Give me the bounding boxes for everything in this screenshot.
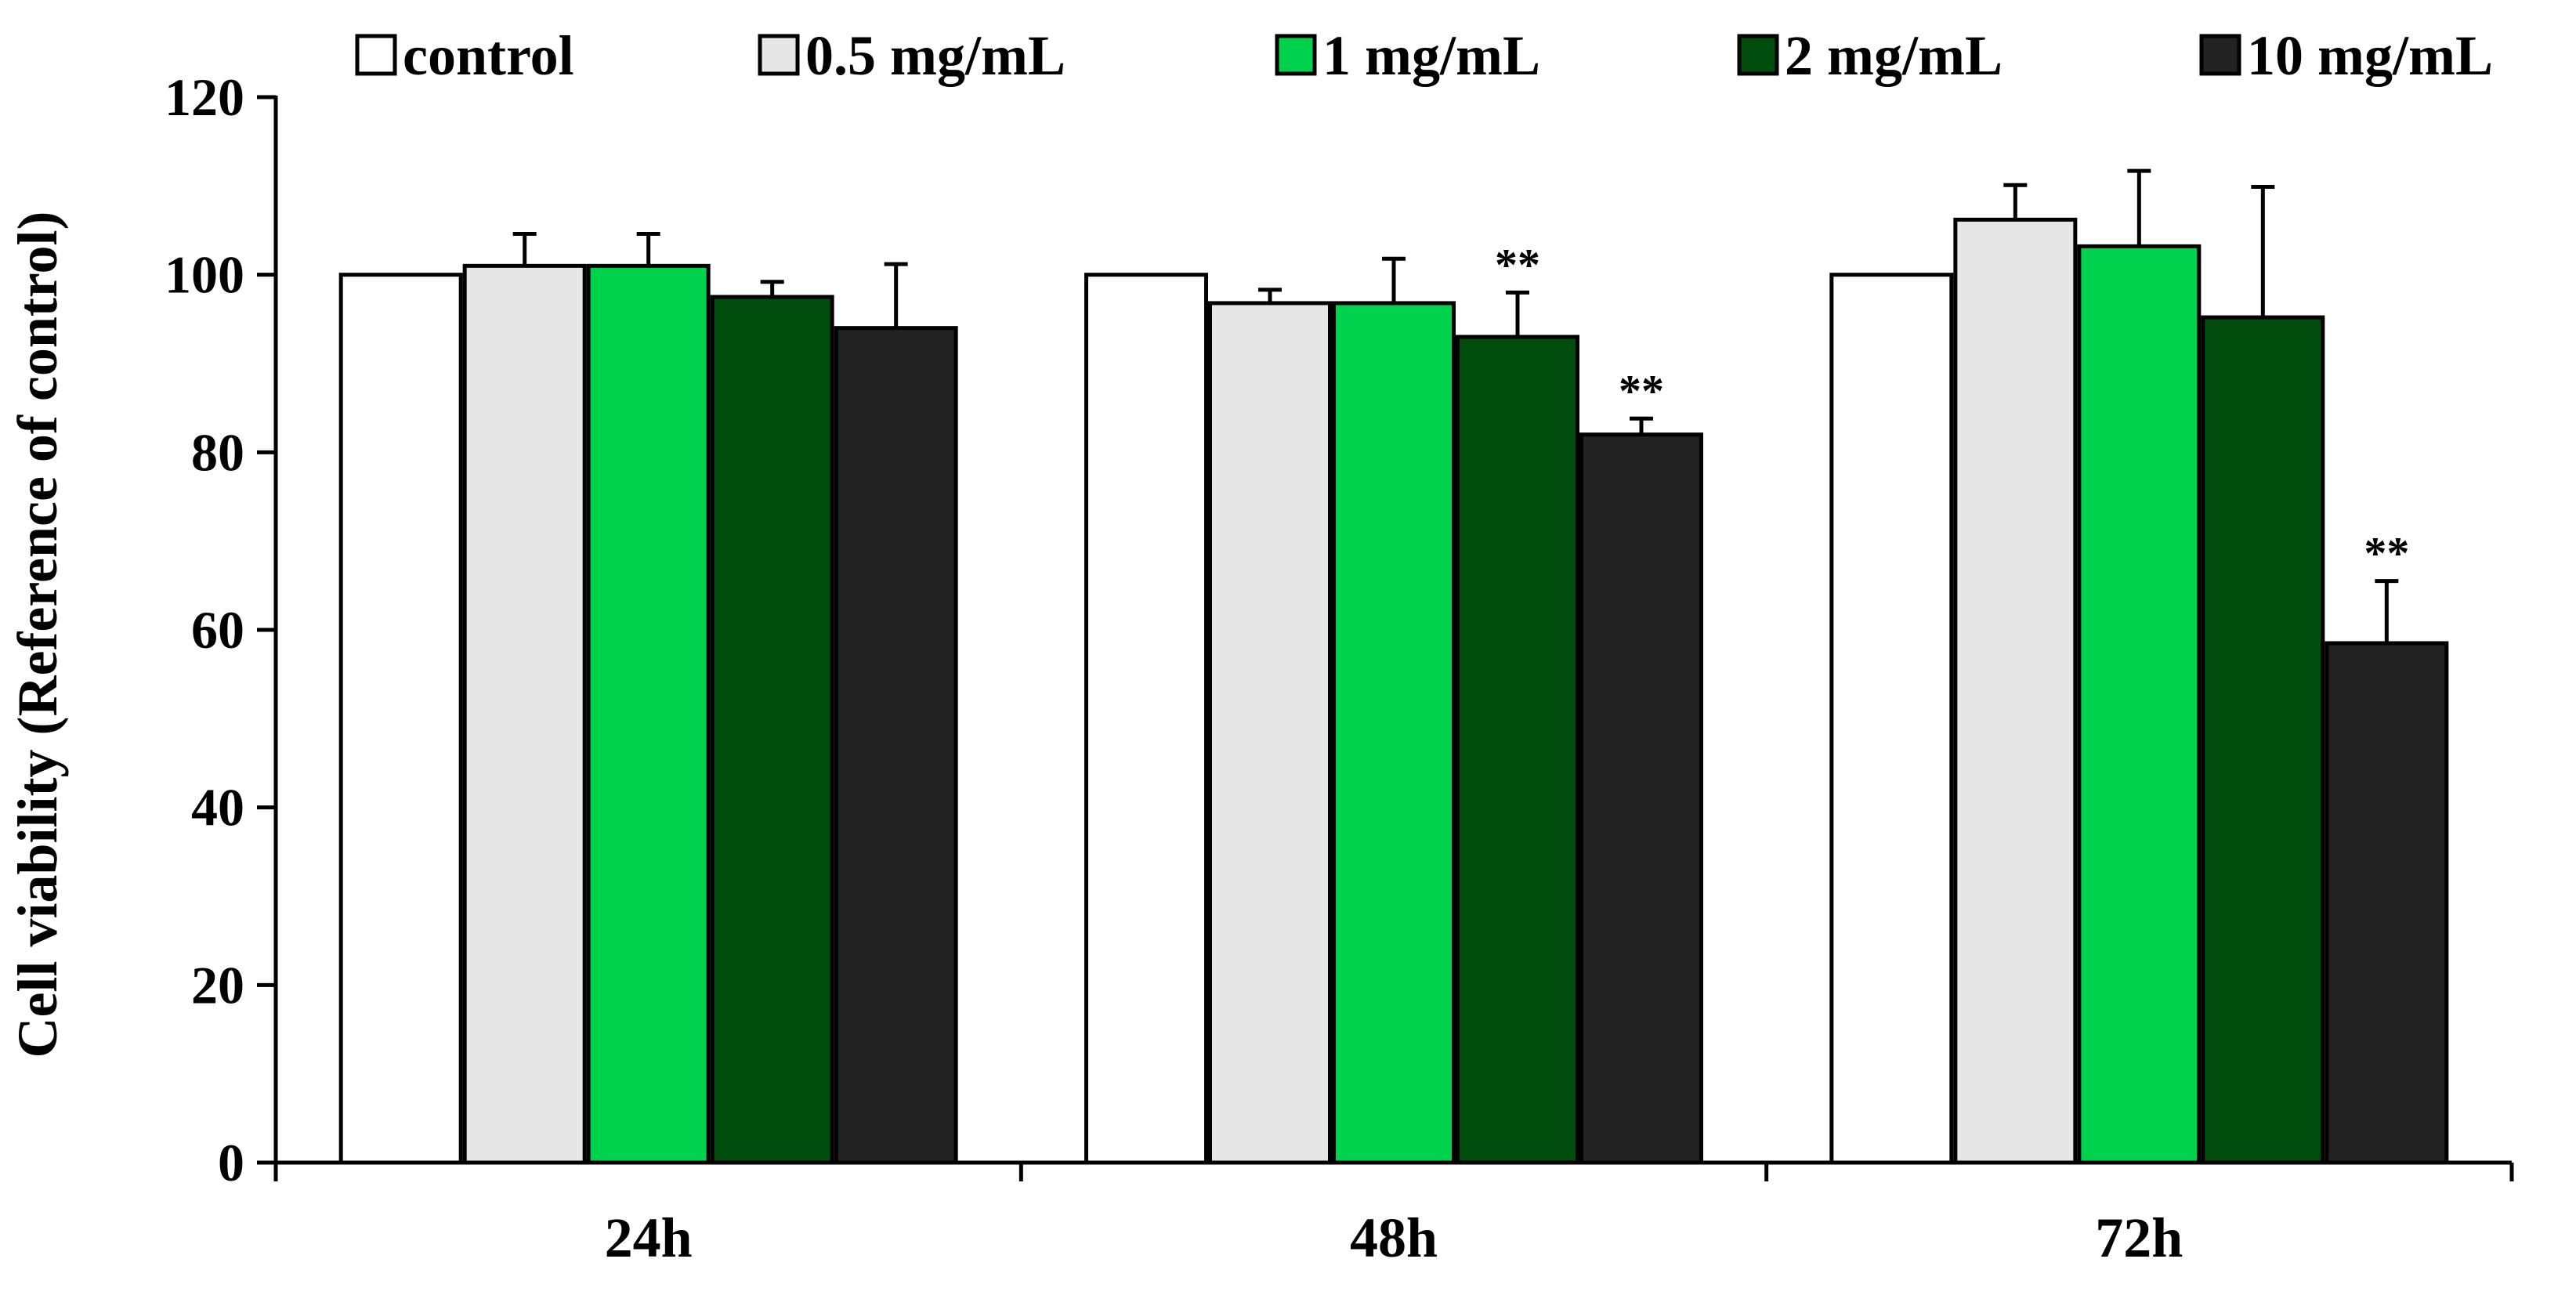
bar [1456,335,1579,1165]
bar [1332,301,1456,1165]
legend-label: 2 mg/mL [1785,24,2003,87]
legend-swatch [355,34,397,76]
bars: ** ** ** [338,168,2449,1165]
y-tick-label: 120 [165,67,244,127]
bar [710,295,834,1165]
bar [1208,301,1332,1165]
legend-swatch [758,34,800,76]
bar [338,273,463,1165]
legend-label: 0.5 mg/mL [805,24,1065,87]
bar [1084,273,1208,1165]
legend-swatch [1275,34,1317,76]
significance-mark: ** [1495,239,1540,290]
bar [1829,273,1954,1165]
y-tick-label: 20 [191,955,244,1015]
y-tick-label: 100 [165,245,244,305]
legend-swatch [1737,34,1779,76]
bar [586,263,711,1165]
significance-mark: ** [2364,528,2409,579]
bar [462,263,587,1165]
y-tick-label: 0 [218,1133,244,1192]
bar [1953,217,2078,1165]
bar [2201,315,2325,1165]
bar [834,326,958,1165]
y-tick-label: 80 [191,422,244,482]
legend-label: control [403,24,574,87]
y-axis-label: Cell viability (Reference of control) [6,211,69,1058]
significance-mark: ** [1619,365,1664,416]
y-tick-label: 60 [191,600,244,660]
legend: control 0.5 mg/mL 1 mg/mL 2 mg/mL 10 mg/mL [355,24,2493,87]
legend-label: 10 mg/mL [2247,24,2493,87]
legend-label: 1 mg/mL [1322,24,1540,87]
y-tick-label: 40 [191,778,244,837]
x-tick-label: 48h [1350,1206,1438,1269]
bar [2077,244,2202,1165]
x-tick-label: 72h [2095,1206,2183,1269]
x-axis: 24h 48h 72h [273,1160,2514,1269]
legend-swatch [2199,34,2241,76]
bar [2325,641,2449,1165]
bar [1579,432,1703,1165]
y-axis: 0 20 40 60 80 100 120 [165,67,278,1192]
x-tick-label: 24h [605,1206,693,1269]
